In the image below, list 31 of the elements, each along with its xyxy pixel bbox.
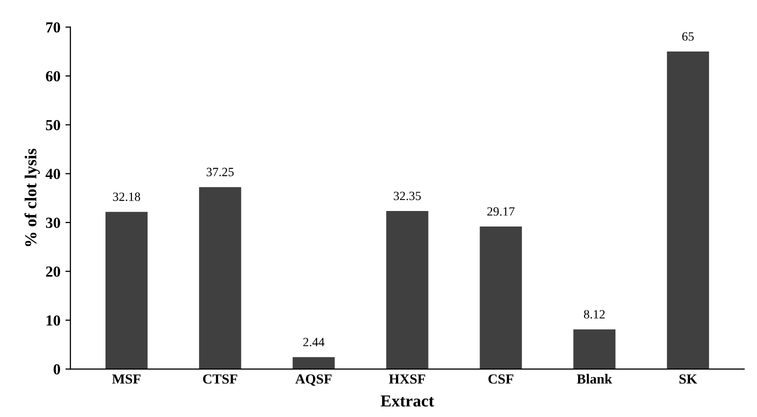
data-label: 37.25 <box>206 168 234 176</box>
data-label: 32.18 <box>113 192 140 202</box>
x-tick-label: AQSF <box>295 374 332 386</box>
data-label: 29.17 <box>487 207 515 216</box>
bar <box>480 226 522 370</box>
data-label: 2.44 <box>303 338 324 346</box>
data-label: 32.35 <box>394 192 421 200</box>
y-tick-label: 30 <box>46 218 60 228</box>
bar <box>386 211 428 370</box>
y-tick-label: 0 <box>54 364 60 374</box>
bar <box>666 52 710 370</box>
bar <box>573 329 616 370</box>
bar <box>292 357 335 370</box>
data-label: 8.12 <box>584 310 605 319</box>
bar <box>199 187 242 370</box>
bar <box>105 212 148 370</box>
x-tick-label: MSF <box>112 374 141 384</box>
y-tick-label: 50 <box>46 120 60 130</box>
y-tick-label: 70 <box>46 22 60 33</box>
x-tick-label: Blank <box>576 374 612 384</box>
x-axis-title: Extract <box>380 395 434 407</box>
y-tick-label: 60 <box>46 71 60 82</box>
y-axis-title: % of clot lysis <box>24 148 40 246</box>
x-tick-label: SK <box>679 374 698 384</box>
x-tick-label: CTSF <box>203 374 238 384</box>
y-tick-label: 40 <box>46 168 60 180</box>
data-label: 65 <box>682 32 694 41</box>
x-tick-label: HXSF <box>388 374 426 384</box>
y-tick-label: 10 <box>46 315 60 326</box>
x-tick-label: CSF <box>488 374 514 384</box>
y-tick-label: 20 <box>46 266 60 277</box>
